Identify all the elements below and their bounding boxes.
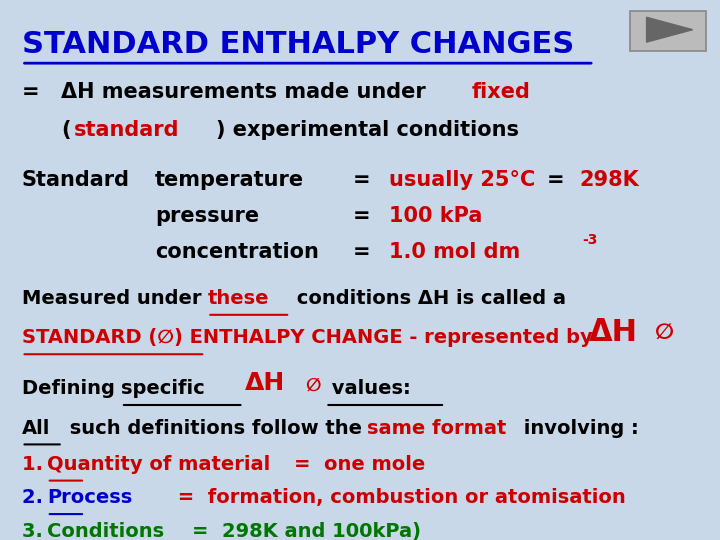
Text: such definitions follow the: such definitions follow the <box>63 418 369 437</box>
Text: ΔH: ΔH <box>589 318 638 347</box>
FancyBboxPatch shape <box>630 11 706 51</box>
Text: Conditions: Conditions <box>47 522 164 540</box>
Text: =: = <box>353 206 370 226</box>
Text: ∅: ∅ <box>655 323 674 343</box>
Text: same format: same format <box>367 418 507 437</box>
Text: temperature: temperature <box>155 170 304 190</box>
Text: pressure: pressure <box>155 206 259 226</box>
Text: fixed: fixed <box>472 82 531 102</box>
Text: 2.: 2. <box>22 488 50 507</box>
Text: 298K: 298K <box>580 170 639 190</box>
Text: Standard: Standard <box>22 170 130 190</box>
Text: Defining: Defining <box>22 379 121 398</box>
Text: 3.: 3. <box>22 522 49 540</box>
Text: usually 25°C: usually 25°C <box>389 170 535 190</box>
Text: specific: specific <box>121 379 204 398</box>
Text: Quantity of material: Quantity of material <box>47 455 270 474</box>
Text: Measured under: Measured under <box>22 289 208 308</box>
Text: ΔH: ΔH <box>245 371 285 395</box>
Text: concentration: concentration <box>155 242 319 262</box>
Text: 1.0 mol dm: 1.0 mol dm <box>389 242 520 262</box>
Text: ) experimental conditions: ) experimental conditions <box>216 120 519 140</box>
Text: 1.: 1. <box>22 455 50 474</box>
Text: =: = <box>22 82 39 102</box>
Text: -3: -3 <box>582 233 597 247</box>
Text: All: All <box>22 418 50 437</box>
Text: these: these <box>207 289 269 308</box>
Text: values:: values: <box>325 379 411 398</box>
Text: STANDARD (∅) ENTHALPY CHANGE - represented by: STANDARD (∅) ENTHALPY CHANGE - represent… <box>22 328 599 347</box>
Text: STANDARD ENTHALPY CHANGES: STANDARD ENTHALPY CHANGES <box>22 30 574 59</box>
Text: =  298K and 100kPa): = 298K and 100kPa) <box>192 522 421 540</box>
Text: =: = <box>353 170 370 190</box>
Text: 100 kPa: 100 kPa <box>389 206 482 226</box>
Text: =: = <box>547 170 564 190</box>
Text: =  formation, combustion or atomisation: = formation, combustion or atomisation <box>144 488 626 507</box>
Text: ∅: ∅ <box>305 376 320 394</box>
Text: =  one mole: = one mole <box>294 455 425 474</box>
Text: Process: Process <box>47 488 132 507</box>
Text: (: ( <box>61 120 71 140</box>
Text: conditions ΔH is called a: conditions ΔH is called a <box>290 289 566 308</box>
Polygon shape <box>647 17 693 42</box>
Text: =: = <box>353 242 370 262</box>
Text: involving :: involving : <box>517 418 639 437</box>
Text: standard: standard <box>74 120 180 140</box>
Text: ΔH measurements made under: ΔH measurements made under <box>61 82 433 102</box>
